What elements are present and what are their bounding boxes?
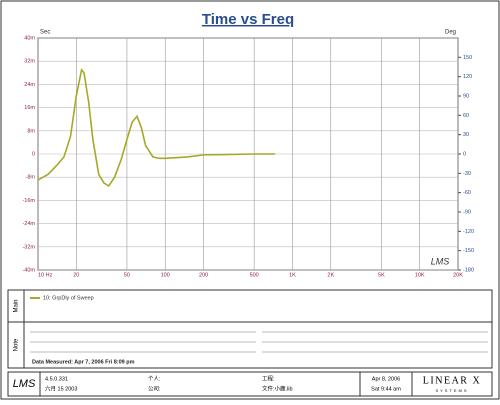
x-tick-label: 1K bbox=[289, 272, 296, 278]
legend-label: 10: GrpDly of Sweep bbox=[43, 295, 94, 301]
footer-file: 文件:小鹿.lib bbox=[262, 384, 293, 392]
watermark-logo: LMS bbox=[431, 256, 450, 266]
y2-tick-label: 0 bbox=[463, 151, 466, 157]
measured-date: Data Measured: Apr 7, 2006 Fri 8:09 pm bbox=[32, 359, 135, 365]
y2-tick-label: -120 bbox=[463, 229, 474, 235]
y-tick-label: 0 bbox=[32, 151, 35, 157]
y2-tick-label: 60 bbox=[463, 113, 469, 119]
y-tick-label: 40m bbox=[24, 35, 35, 41]
footer-date: Apr 8, 2006 bbox=[372, 376, 400, 382]
footer-version: 4.5.0.331 bbox=[45, 376, 68, 382]
series-line bbox=[37, 68, 276, 187]
y2-tick-label: 120 bbox=[463, 74, 472, 80]
x-tick-label: 50 bbox=[124, 272, 130, 278]
footer-build-date: 六月 15 2003 bbox=[45, 384, 77, 392]
x-tick-label: 5K bbox=[378, 272, 385, 278]
x-tick-label: 100 bbox=[161, 272, 170, 278]
chart-title: Time vs Freq bbox=[202, 11, 294, 28]
y-tick-label: -8m bbox=[26, 175, 36, 181]
y2-tick-label: 150 bbox=[463, 55, 472, 61]
x-tick-label: 10K bbox=[415, 272, 425, 278]
y-tick-label: 16m bbox=[24, 105, 35, 111]
y2-tick-label: -60 bbox=[463, 190, 471, 196]
footer-brand-sub: SYSTEMS bbox=[435, 388, 468, 393]
y2-tick-label: 90 bbox=[463, 93, 469, 99]
y2-tick-label: 30 bbox=[463, 132, 469, 138]
y-tick-label: 32m bbox=[24, 59, 35, 65]
y2-axis-label: Deg bbox=[445, 30, 456, 36]
footer-dividers bbox=[39, 372, 413, 396]
footer-person: 个人: bbox=[148, 375, 161, 382]
y2-tick-label: -30 bbox=[463, 171, 471, 177]
y2-tick-label: -150 bbox=[463, 248, 474, 254]
x-tick-label: 20 bbox=[73, 272, 79, 278]
y-tick-label: -16m bbox=[22, 198, 35, 204]
note-lines bbox=[30, 331, 488, 353]
y-tick-label: -24m bbox=[22, 221, 35, 227]
x-tick-label: 10 Hz bbox=[38, 272, 53, 278]
panel-label: Note bbox=[14, 338, 20, 351]
y2-tick-label: -180 bbox=[463, 267, 474, 273]
y-tick-label: 24m bbox=[24, 82, 35, 88]
x-tick-label: 20K bbox=[453, 272, 463, 278]
footer-company: 公司: bbox=[148, 385, 161, 392]
x-tick-label: 2K bbox=[327, 272, 334, 278]
panel-label: Main bbox=[14, 299, 20, 312]
x-tick-label: 500 bbox=[250, 272, 259, 278]
y-tick-label: -40m bbox=[22, 267, 35, 273]
y-tick-label: 8m bbox=[27, 128, 35, 134]
footer-brand: LINEAR X bbox=[423, 375, 481, 386]
y2-tick-label: -90 bbox=[463, 209, 471, 215]
footer-logo: LMS bbox=[13, 378, 36, 390]
footer-project: 工程: bbox=[262, 374, 275, 382]
y-tick-label: -32m bbox=[22, 244, 35, 250]
panel-frame bbox=[7, 289, 493, 369]
footer-frame bbox=[7, 371, 493, 397]
y-axis-label: Sec bbox=[40, 30, 50, 36]
x-tick-label: 200 bbox=[199, 272, 208, 278]
footer-time: Sat 9:44 am bbox=[371, 386, 401, 392]
